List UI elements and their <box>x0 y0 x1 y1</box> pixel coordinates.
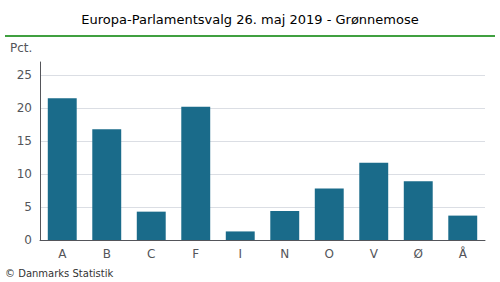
svg-text:Ø: Ø <box>414 247 423 261</box>
svg-text:0: 0 <box>24 233 32 247</box>
svg-text:Å: Å <box>459 246 468 261</box>
svg-text:V: V <box>370 247 379 261</box>
svg-text:25: 25 <box>17 68 32 82</box>
svg-text:Europa-Parlamentsvalg 26. maj: Europa-Parlamentsvalg 26. maj 2019 - Grø… <box>81 12 418 27</box>
svg-text:O: O <box>325 247 334 261</box>
svg-text:A: A <box>58 247 67 261</box>
svg-text:N: N <box>280 247 289 261</box>
svg-text:20: 20 <box>17 101 32 115</box>
svg-text:15: 15 <box>17 134 32 148</box>
svg-text:10: 10 <box>17 167 32 181</box>
svg-text:B: B <box>103 247 111 261</box>
svg-text:I: I <box>238 247 242 261</box>
svg-text:© Danmarks Statistik: © Danmarks Statistik <box>5 268 114 279</box>
svg-text:C: C <box>147 247 155 261</box>
svg-text:Pct.: Pct. <box>10 41 32 55</box>
svg-text:5: 5 <box>24 200 32 214</box>
svg-text:F: F <box>192 247 199 261</box>
